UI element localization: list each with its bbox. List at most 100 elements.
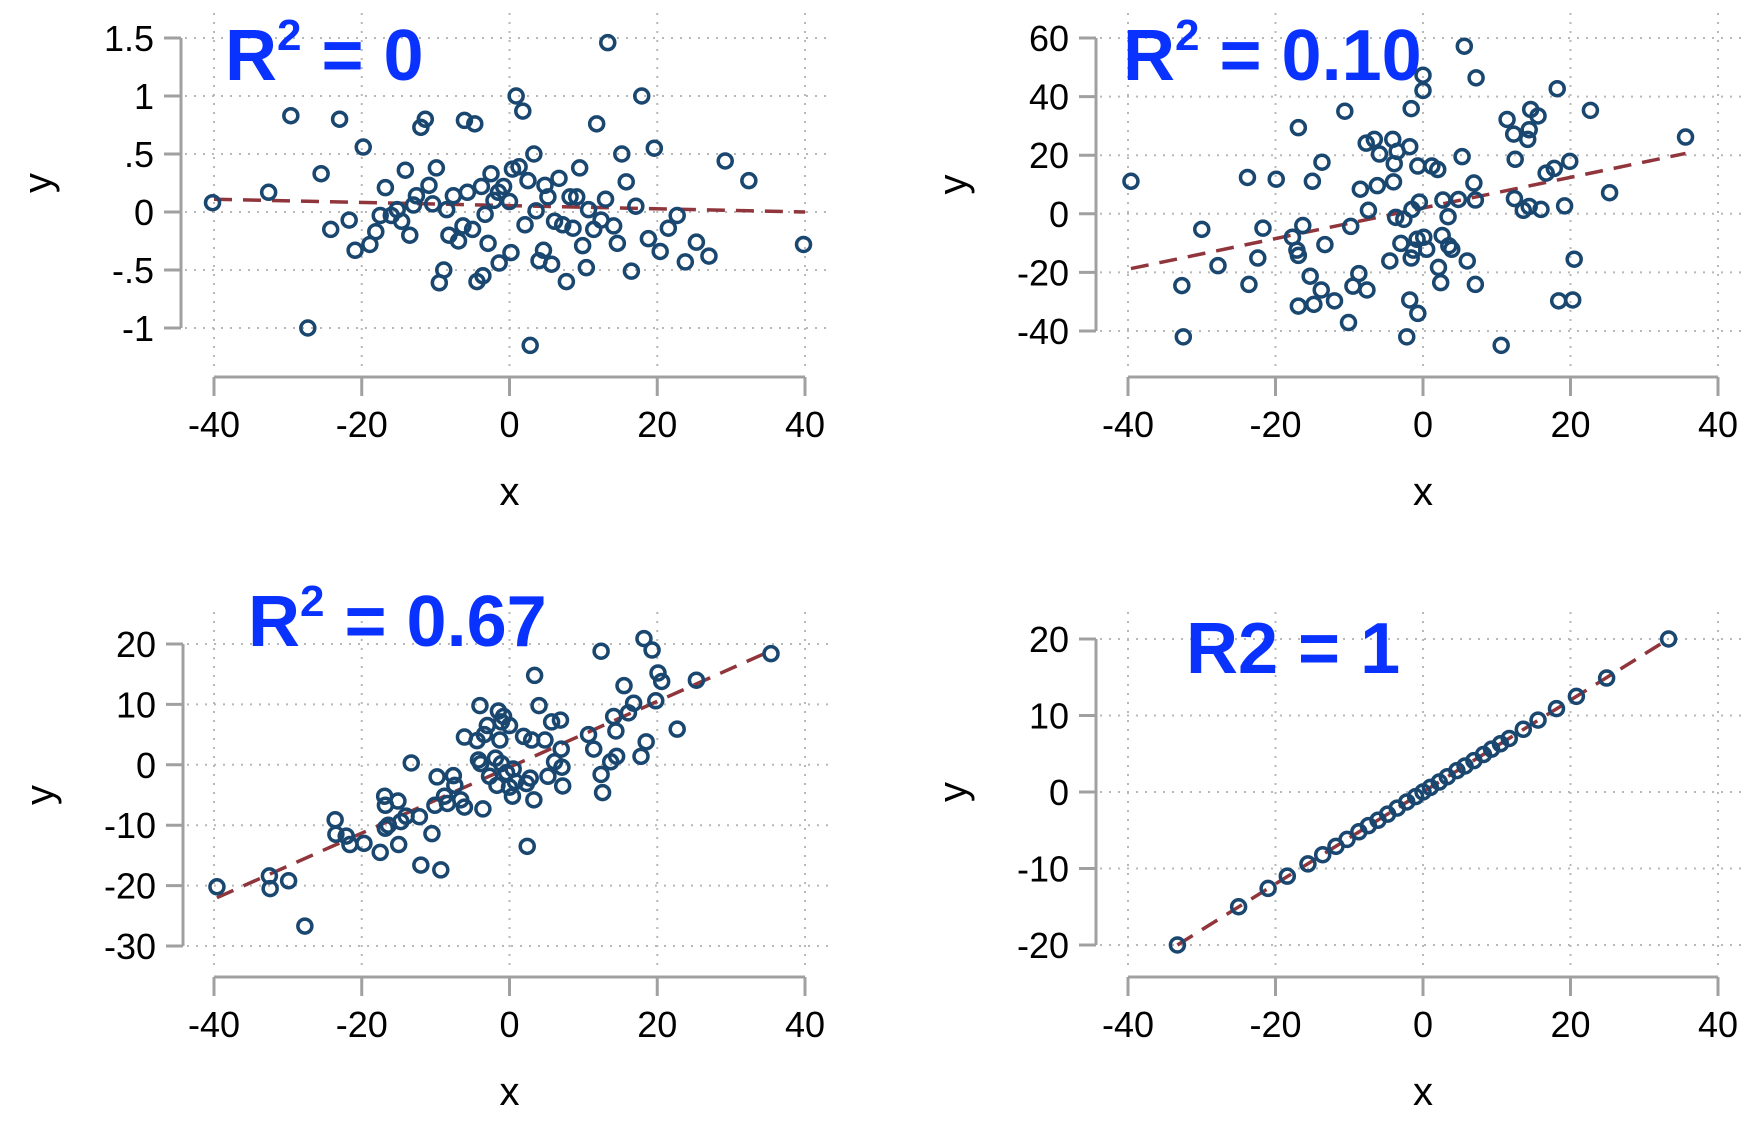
data-point (412, 856, 430, 874)
data-point (1303, 172, 1322, 191)
data-point (573, 236, 592, 255)
data-point (1338, 830, 1356, 849)
data-point (1565, 250, 1583, 268)
data-point (1453, 147, 1471, 166)
r-squared-annotation: R2 = 0.10 (1123, 11, 1422, 96)
data-point (1313, 845, 1332, 864)
data-point (551, 711, 570, 729)
fit-line (1176, 637, 1670, 947)
data-point (716, 152, 734, 170)
annotation-base: R (248, 582, 300, 662)
data-point (542, 713, 561, 731)
x-tick-label: -40 (1102, 404, 1154, 445)
data-point (396, 161, 415, 179)
data-point (794, 235, 813, 254)
annotation-superscript: 2 (277, 11, 301, 60)
data-point (490, 254, 508, 272)
data-point (1563, 291, 1582, 309)
annotation-rest: = 0.10 (1199, 16, 1421, 96)
panel-2: -40 -20 0 20 40 60 -40 -20 0 20 40 x y R2 = 0.10 (931, 11, 1743, 514)
data-point (476, 205, 494, 224)
data-point (1259, 879, 1277, 898)
x-tick-label: 0 (1413, 404, 1433, 445)
data-point (1439, 207, 1457, 226)
data-point (1209, 256, 1227, 275)
data-point (1294, 216, 1312, 235)
data-point (652, 672, 671, 691)
data-point (1548, 79, 1566, 98)
data-point (1402, 249, 1420, 267)
data-point (1278, 867, 1297, 885)
data-point (407, 187, 426, 205)
data-point (500, 716, 519, 735)
data-point (376, 819, 395, 837)
data-point (593, 783, 612, 802)
data-point (1174, 328, 1193, 346)
annotation-rest: = 0.67 (324, 582, 546, 662)
data-point (444, 187, 463, 205)
data-point (552, 740, 570, 758)
x-tick-label: 40 (1698, 404, 1738, 445)
data-point (1370, 145, 1389, 163)
data-point (444, 766, 463, 785)
y-axis-label: y (931, 175, 975, 195)
data-point (420, 176, 438, 195)
data-point (687, 233, 706, 251)
data-point (1381, 252, 1399, 270)
data-point (525, 666, 544, 685)
data-point (337, 827, 355, 845)
y-tick-label: 0 (134, 192, 154, 233)
data-point (624, 694, 643, 712)
data-point (296, 917, 314, 935)
panel-1: -1 -.5 0 .5 1 1.5 -40 -20 0 20 40 x y R2 = 0 (16, 11, 830, 514)
annotation-rest: = 0 (301, 16, 423, 96)
x-tick-label: 20 (1550, 1004, 1590, 1045)
x-tick-label: 0 (499, 404, 519, 445)
data-point (1289, 246, 1308, 265)
data-point (1545, 159, 1564, 178)
y-tick-label: 20 (116, 624, 156, 665)
data-point (615, 676, 633, 695)
data-point (416, 110, 435, 128)
data-point (521, 336, 539, 355)
annotation-superscript: 2 (300, 577, 324, 626)
data-point (1529, 711, 1547, 729)
data-point (1299, 855, 1317, 873)
y-tick-label: 10 (1029, 696, 1069, 737)
y-tick-label: 1 (134, 76, 154, 117)
data-point (762, 644, 780, 663)
data-point (1358, 281, 1376, 299)
data-point (371, 206, 389, 225)
data-point (637, 733, 655, 751)
data-point (1229, 898, 1248, 916)
data-point (635, 629, 653, 648)
data-point (1520, 120, 1538, 139)
data-point (435, 261, 453, 279)
y-tick-label: -.5 (112, 250, 154, 291)
data-point (687, 671, 706, 689)
data-point (608, 234, 627, 253)
data-point (542, 255, 561, 273)
data-point (519, 171, 537, 190)
data-point (632, 87, 651, 105)
data-point (510, 158, 528, 176)
data-point (596, 190, 615, 208)
data-point (1514, 720, 1533, 739)
data-point (458, 183, 477, 202)
data-point (1414, 66, 1432, 84)
annotation-base: R (225, 16, 277, 96)
data-point (514, 727, 533, 746)
data-point (1417, 240, 1436, 259)
data-point (1341, 217, 1360, 236)
data-point (478, 716, 497, 735)
annotation-base: R2 = 1 (1186, 609, 1400, 689)
data-point (321, 220, 340, 239)
y-tick-label: -1 (122, 308, 154, 349)
x-tick-label: -20 (336, 404, 388, 445)
data-point (474, 800, 492, 818)
y-tick-label: -10 (104, 805, 156, 846)
data-point (1429, 258, 1448, 277)
data-point (208, 878, 226, 896)
data-point (604, 707, 623, 726)
